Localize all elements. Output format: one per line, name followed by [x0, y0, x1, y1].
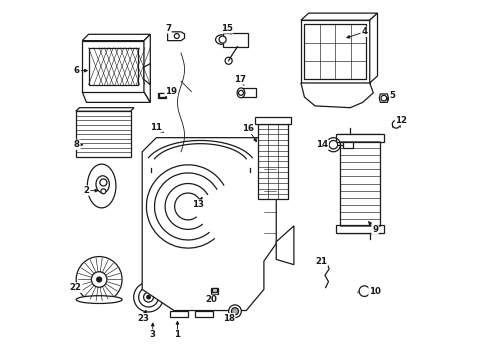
Text: 2: 2 [83, 186, 89, 195]
Text: 5: 5 [389, 91, 395, 100]
Text: 13: 13 [191, 200, 203, 209]
Ellipse shape [96, 176, 109, 193]
Bar [304, 24, 366, 79]
Text: 7: 7 [164, 24, 171, 33]
Text: 20: 20 [204, 296, 217, 305]
Polygon shape [143, 64, 150, 85]
Text: 6: 6 [74, 66, 80, 75]
Bar [257, 123, 287, 199]
Bar [88, 48, 137, 85]
Bar [336, 134, 383, 142]
Text: 1: 1 [174, 330, 180, 339]
Polygon shape [195, 311, 212, 317]
Polygon shape [87, 164, 116, 208]
Bar [336, 225, 383, 233]
Circle shape [174, 33, 179, 39]
Bar [241, 88, 255, 97]
Circle shape [100, 179, 107, 186]
Polygon shape [170, 311, 188, 317]
Bar [158, 93, 166, 98]
Polygon shape [143, 34, 150, 102]
Polygon shape [145, 277, 152, 282]
Circle shape [76, 257, 122, 302]
Bar [300, 20, 369, 83]
Circle shape [380, 95, 386, 101]
Text: 4: 4 [361, 27, 367, 36]
Circle shape [133, 282, 163, 312]
Ellipse shape [237, 88, 244, 98]
Polygon shape [82, 41, 143, 92]
Text: 17: 17 [234, 75, 246, 84]
Polygon shape [76, 108, 134, 111]
Text: 22: 22 [70, 283, 81, 292]
Polygon shape [82, 92, 150, 102]
Bar [159, 93, 165, 97]
Polygon shape [369, 13, 377, 83]
Polygon shape [300, 13, 377, 20]
Text: 19: 19 [165, 87, 177, 96]
Ellipse shape [76, 296, 122, 303]
Circle shape [97, 277, 102, 282]
Circle shape [91, 272, 107, 287]
Polygon shape [142, 138, 276, 311]
Bar [212, 288, 217, 292]
Bar [255, 117, 290, 123]
Polygon shape [82, 34, 150, 41]
Circle shape [143, 292, 153, 302]
Circle shape [228, 305, 241, 318]
Bar [76, 111, 130, 157]
Text: 16: 16 [242, 124, 253, 133]
Text: 11: 11 [150, 123, 162, 132]
Circle shape [139, 287, 158, 307]
Text: 3: 3 [149, 330, 156, 339]
Bar [339, 134, 380, 233]
Circle shape [231, 308, 238, 315]
Circle shape [224, 57, 232, 64]
Polygon shape [300, 83, 372, 108]
Text: 8: 8 [74, 140, 80, 149]
Text: 18: 18 [222, 314, 234, 323]
Text: 12: 12 [395, 116, 407, 125]
Bar [210, 288, 218, 294]
Circle shape [219, 36, 225, 43]
Polygon shape [167, 32, 184, 41]
Polygon shape [379, 94, 387, 102]
Text: 9: 9 [371, 225, 377, 234]
Circle shape [238, 90, 243, 95]
Polygon shape [276, 226, 293, 265]
Text: 14: 14 [315, 140, 327, 149]
Circle shape [146, 295, 150, 299]
Bar [343, 142, 352, 148]
Text: 15: 15 [221, 24, 232, 33]
Circle shape [101, 189, 105, 194]
Polygon shape [222, 32, 247, 47]
Text: 21: 21 [315, 257, 327, 266]
Circle shape [328, 140, 337, 149]
Text: 10: 10 [368, 287, 380, 296]
Text: 23: 23 [137, 314, 148, 323]
